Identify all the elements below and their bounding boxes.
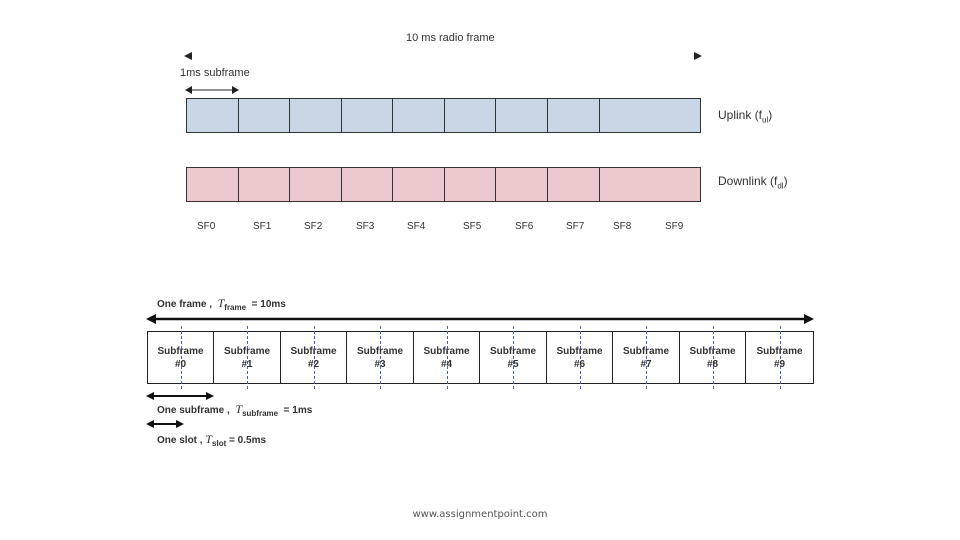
uplink-cell — [548, 99, 600, 132]
subframe-cell: Subframe #0 — [148, 326, 214, 389]
arrow-left-head — [184, 52, 192, 60]
uplink-bar — [186, 98, 701, 133]
uplink-cell — [393, 99, 445, 132]
sf-label-9: SF9 — [665, 221, 684, 232]
subframe-cell: Subframe #1 — [214, 326, 281, 389]
downlink-cell — [290, 168, 342, 201]
sf-label-7: SF7 — [566, 221, 585, 232]
one-frame-label: One frame , Tframe = 10ms — [157, 296, 286, 312]
uplink-cell — [239, 99, 290, 132]
subframe-cell: Subframe #5 — [480, 326, 547, 389]
downlink-cell — [342, 168, 393, 201]
uplink-cell — [600, 99, 700, 132]
one-slot-arrow — [146, 420, 184, 428]
downlink-cell — [600, 168, 700, 201]
subframe-cell: Subframe #7 — [613, 326, 680, 389]
subframe-cell: Subframe #3 — [347, 326, 414, 389]
subframe-cell: Subframe #8 — [680, 326, 746, 389]
downlink-bar — [186, 167, 701, 202]
one-subframe-arrow — [146, 392, 214, 400]
sf-label-1: SF1 — [253, 221, 272, 232]
subframe-cell: Subframe #9 — [746, 326, 813, 389]
uplink-cell — [342, 99, 393, 132]
subframe-cell: Subframe #2 — [281, 326, 347, 389]
downlink-cell — [393, 168, 445, 201]
one-slot-label: One slot , Tslot = 0.5ms — [157, 432, 267, 448]
subframe-cell: Subframe #6 — [547, 326, 613, 389]
sf-label-0: SF0 — [197, 221, 216, 232]
sf-label-5: SF5 — [463, 221, 482, 232]
subframe-grid: Subframe #0 Subframe #1 Subframe #2 Subfram… — [147, 326, 814, 389]
downlink-cell — [445, 168, 496, 201]
sf-label-6: SF6 — [515, 221, 534, 232]
sf-label-2: SF2 — [304, 221, 323, 232]
downlink-cell — [239, 168, 290, 201]
one-frame-arrow — [146, 314, 814, 324]
sf-label-3: SF3 — [356, 221, 375, 232]
uplink-cell — [445, 99, 496, 132]
subframe-arrow — [185, 86, 239, 94]
uplink-cell — [187, 99, 239, 132]
footer-url: www.assignmentpoint.com — [412, 509, 548, 520]
sf-label-8: SF8 — [613, 221, 632, 232]
downlink-cell — [496, 168, 548, 201]
subframe-cell: Subframe #4 — [414, 326, 480, 389]
subframe-label: 1ms subframe — [180, 67, 250, 79]
radio-frame-arrow — [184, 52, 702, 60]
uplink-cell — [290, 99, 342, 132]
downlink-label: Downlink (fdl) — [718, 174, 788, 191]
arrow-right-head — [694, 52, 702, 60]
uplink-cell — [496, 99, 548, 132]
one-subframe-label: One subframe , Tsubframe = 1ms — [157, 402, 313, 418]
downlink-cell — [548, 168, 600, 201]
sf-label-4: SF4 — [407, 221, 426, 232]
radio-frame-label: 10 ms radio frame — [406, 32, 495, 44]
uplink-label: Uplink (ful) — [718, 108, 773, 125]
downlink-cell — [187, 168, 239, 201]
